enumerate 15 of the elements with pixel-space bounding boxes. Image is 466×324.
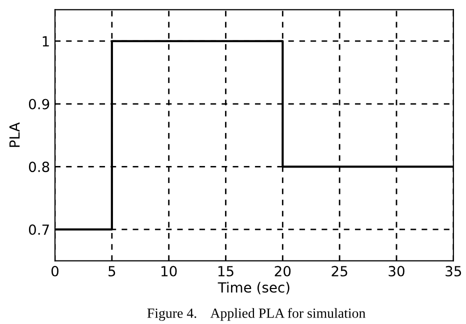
x-tick-label: 15 (218, 266, 234, 276)
x-tick-label: 5 (108, 266, 116, 276)
y-tick-label: 0.8 (28, 162, 50, 172)
x-tick-label: 30 (388, 266, 404, 276)
x-tick-label: 35 (446, 266, 462, 276)
x-tick-label: 0 (51, 266, 58, 276)
y-tick-label: 0.9 (28, 98, 50, 110)
x-axis-title: Time (sec) (218, 282, 290, 294)
y-axis-title: PLA (9, 122, 20, 147)
x-tick-label: 20 (274, 266, 291, 276)
y-tick-label: 0.7 (28, 224, 49, 235)
caption: Figure 4. Applied PLA for simulation (147, 308, 366, 321)
x-tick-label: 25 (332, 266, 348, 276)
y-tick-label: 1 (42, 36, 49, 46)
x-tick-label: 10 (162, 266, 177, 276)
